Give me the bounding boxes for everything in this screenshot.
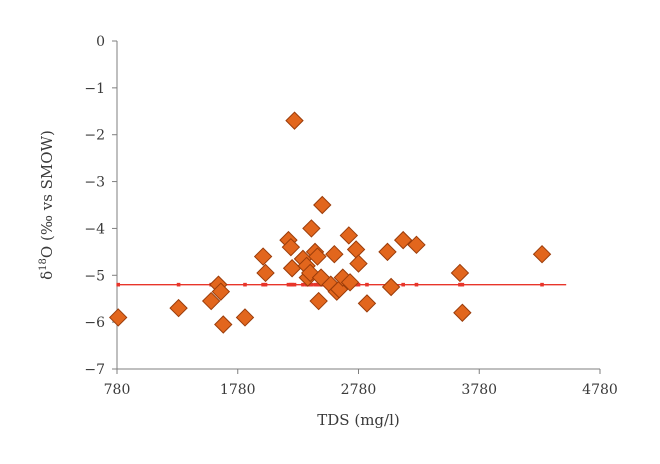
y-tick-label: −7 xyxy=(84,362,105,378)
trendline-point xyxy=(458,282,462,287)
data-point-diamond xyxy=(313,195,332,215)
data-point-diamond xyxy=(285,111,304,130)
trendline-point xyxy=(292,282,297,287)
trendline-point xyxy=(316,282,321,287)
data-point-diamond xyxy=(325,244,344,264)
trendline-point xyxy=(540,282,544,287)
data-point-diamond xyxy=(211,282,231,301)
data-point-diamond xyxy=(308,247,327,266)
trendline-point xyxy=(414,282,419,287)
data-point-diamond xyxy=(381,277,401,297)
data-point-diamond xyxy=(169,298,188,318)
data-point-diamond xyxy=(300,263,320,283)
y-tick-label: −5 xyxy=(84,268,105,284)
data-point-diamond xyxy=(340,273,360,292)
x-axis-title: TDS (mg/l) xyxy=(317,411,399,429)
data-point-diamond xyxy=(235,308,255,327)
data-point-diamond xyxy=(339,226,359,245)
data-point-diamond xyxy=(407,235,426,255)
x-ticks: 780 1780 2780 3780 4780 xyxy=(104,369,618,398)
data-points xyxy=(108,111,552,334)
trendline-point xyxy=(365,282,369,287)
data-point-diamond xyxy=(346,240,366,259)
data-point-diamond xyxy=(282,259,302,278)
trendline-point xyxy=(286,282,291,287)
data-point-diamond xyxy=(302,219,321,238)
y-tick-label: −6 xyxy=(84,315,105,331)
data-point-diamond xyxy=(309,291,328,311)
data-point-diamond xyxy=(532,244,552,264)
x-tick-label: 3780 xyxy=(461,382,497,398)
data-point-diamond xyxy=(253,247,273,266)
trendline-point xyxy=(176,282,181,287)
trendline-point xyxy=(290,282,294,287)
plot-area: 0 −1 −2 −3 −4 −5 −6 −7 780 1780 2780 3780 4780 xyxy=(84,34,617,398)
y-tick-label: 0 xyxy=(96,34,105,50)
trendline-point xyxy=(313,282,317,287)
data-point-diamond xyxy=(357,294,377,313)
y-axis-title-suffix: O (‰ vs SMOW) xyxy=(38,130,56,258)
data-point-diamond xyxy=(393,230,413,250)
y-tick-label: −4 xyxy=(84,221,105,237)
y-ticks: 0 −1 −2 −3 −4 −5 −6 −7 xyxy=(84,34,117,378)
x-tick-label: 1780 xyxy=(220,382,256,398)
data-point-diamond xyxy=(378,242,397,262)
trendline-point xyxy=(301,282,305,287)
data-point-diamond xyxy=(311,268,331,287)
data-point-diamond xyxy=(214,315,233,334)
trendline-point xyxy=(460,282,465,287)
data-point-diamond xyxy=(201,291,221,311)
y-axis-title-superscript: 18 xyxy=(38,258,49,271)
trendline-point xyxy=(401,282,405,287)
y-tick-label: −1 xyxy=(84,81,105,97)
x-tick-label: 2780 xyxy=(341,382,377,398)
data-point-diamond xyxy=(349,254,368,273)
data-point-diamond xyxy=(281,237,301,257)
data-point-diamond xyxy=(453,303,472,322)
y-tick-label: −3 xyxy=(84,175,105,191)
trendline-point xyxy=(356,282,361,287)
y-axis-title: δ18O (‰ vs SMOW) xyxy=(38,130,56,280)
x-tick-label: 780 xyxy=(104,382,131,398)
data-point-diamond xyxy=(256,263,275,283)
data-point-diamond xyxy=(108,308,128,327)
trendline-point xyxy=(309,282,314,287)
trendline-point xyxy=(243,282,247,287)
trendline-point xyxy=(116,282,121,287)
data-point-diamond xyxy=(450,263,470,283)
y-tick-label: −2 xyxy=(84,128,105,144)
x-tick-label: 4780 xyxy=(582,382,618,398)
trendline-point xyxy=(263,282,268,287)
y-axis-title-prefix: δ xyxy=(38,271,56,280)
trendline-point xyxy=(261,282,265,287)
